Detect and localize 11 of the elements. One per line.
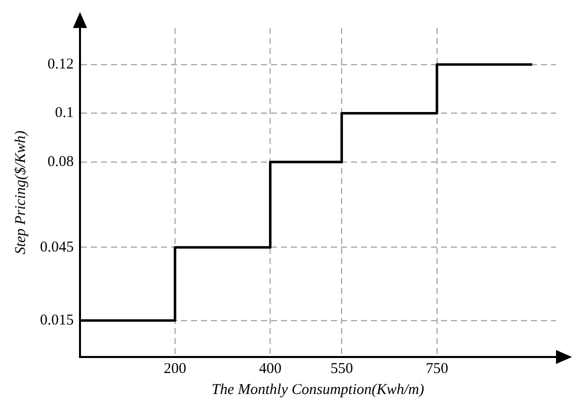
y-tick-label: 0.045 [40, 239, 74, 256]
x-tick-label: 200 [164, 360, 186, 377]
x-tick-label: 550 [330, 360, 353, 377]
y-axis-title: Step Pricing($/Kwh) [12, 130, 29, 254]
x-tick-label: 400 [259, 360, 282, 377]
y-tick-label: 0.12 [48, 56, 74, 72]
y-tick-label: 0.015 [40, 312, 74, 328]
x-axis-title: The Monthly Consumption(Kwh/m) [212, 382, 424, 398]
y-tick-label: 0.08 [48, 154, 74, 170]
x-tick-label: 750 [426, 360, 448, 377]
y-tick-label: 0.1 [55, 105, 74, 122]
